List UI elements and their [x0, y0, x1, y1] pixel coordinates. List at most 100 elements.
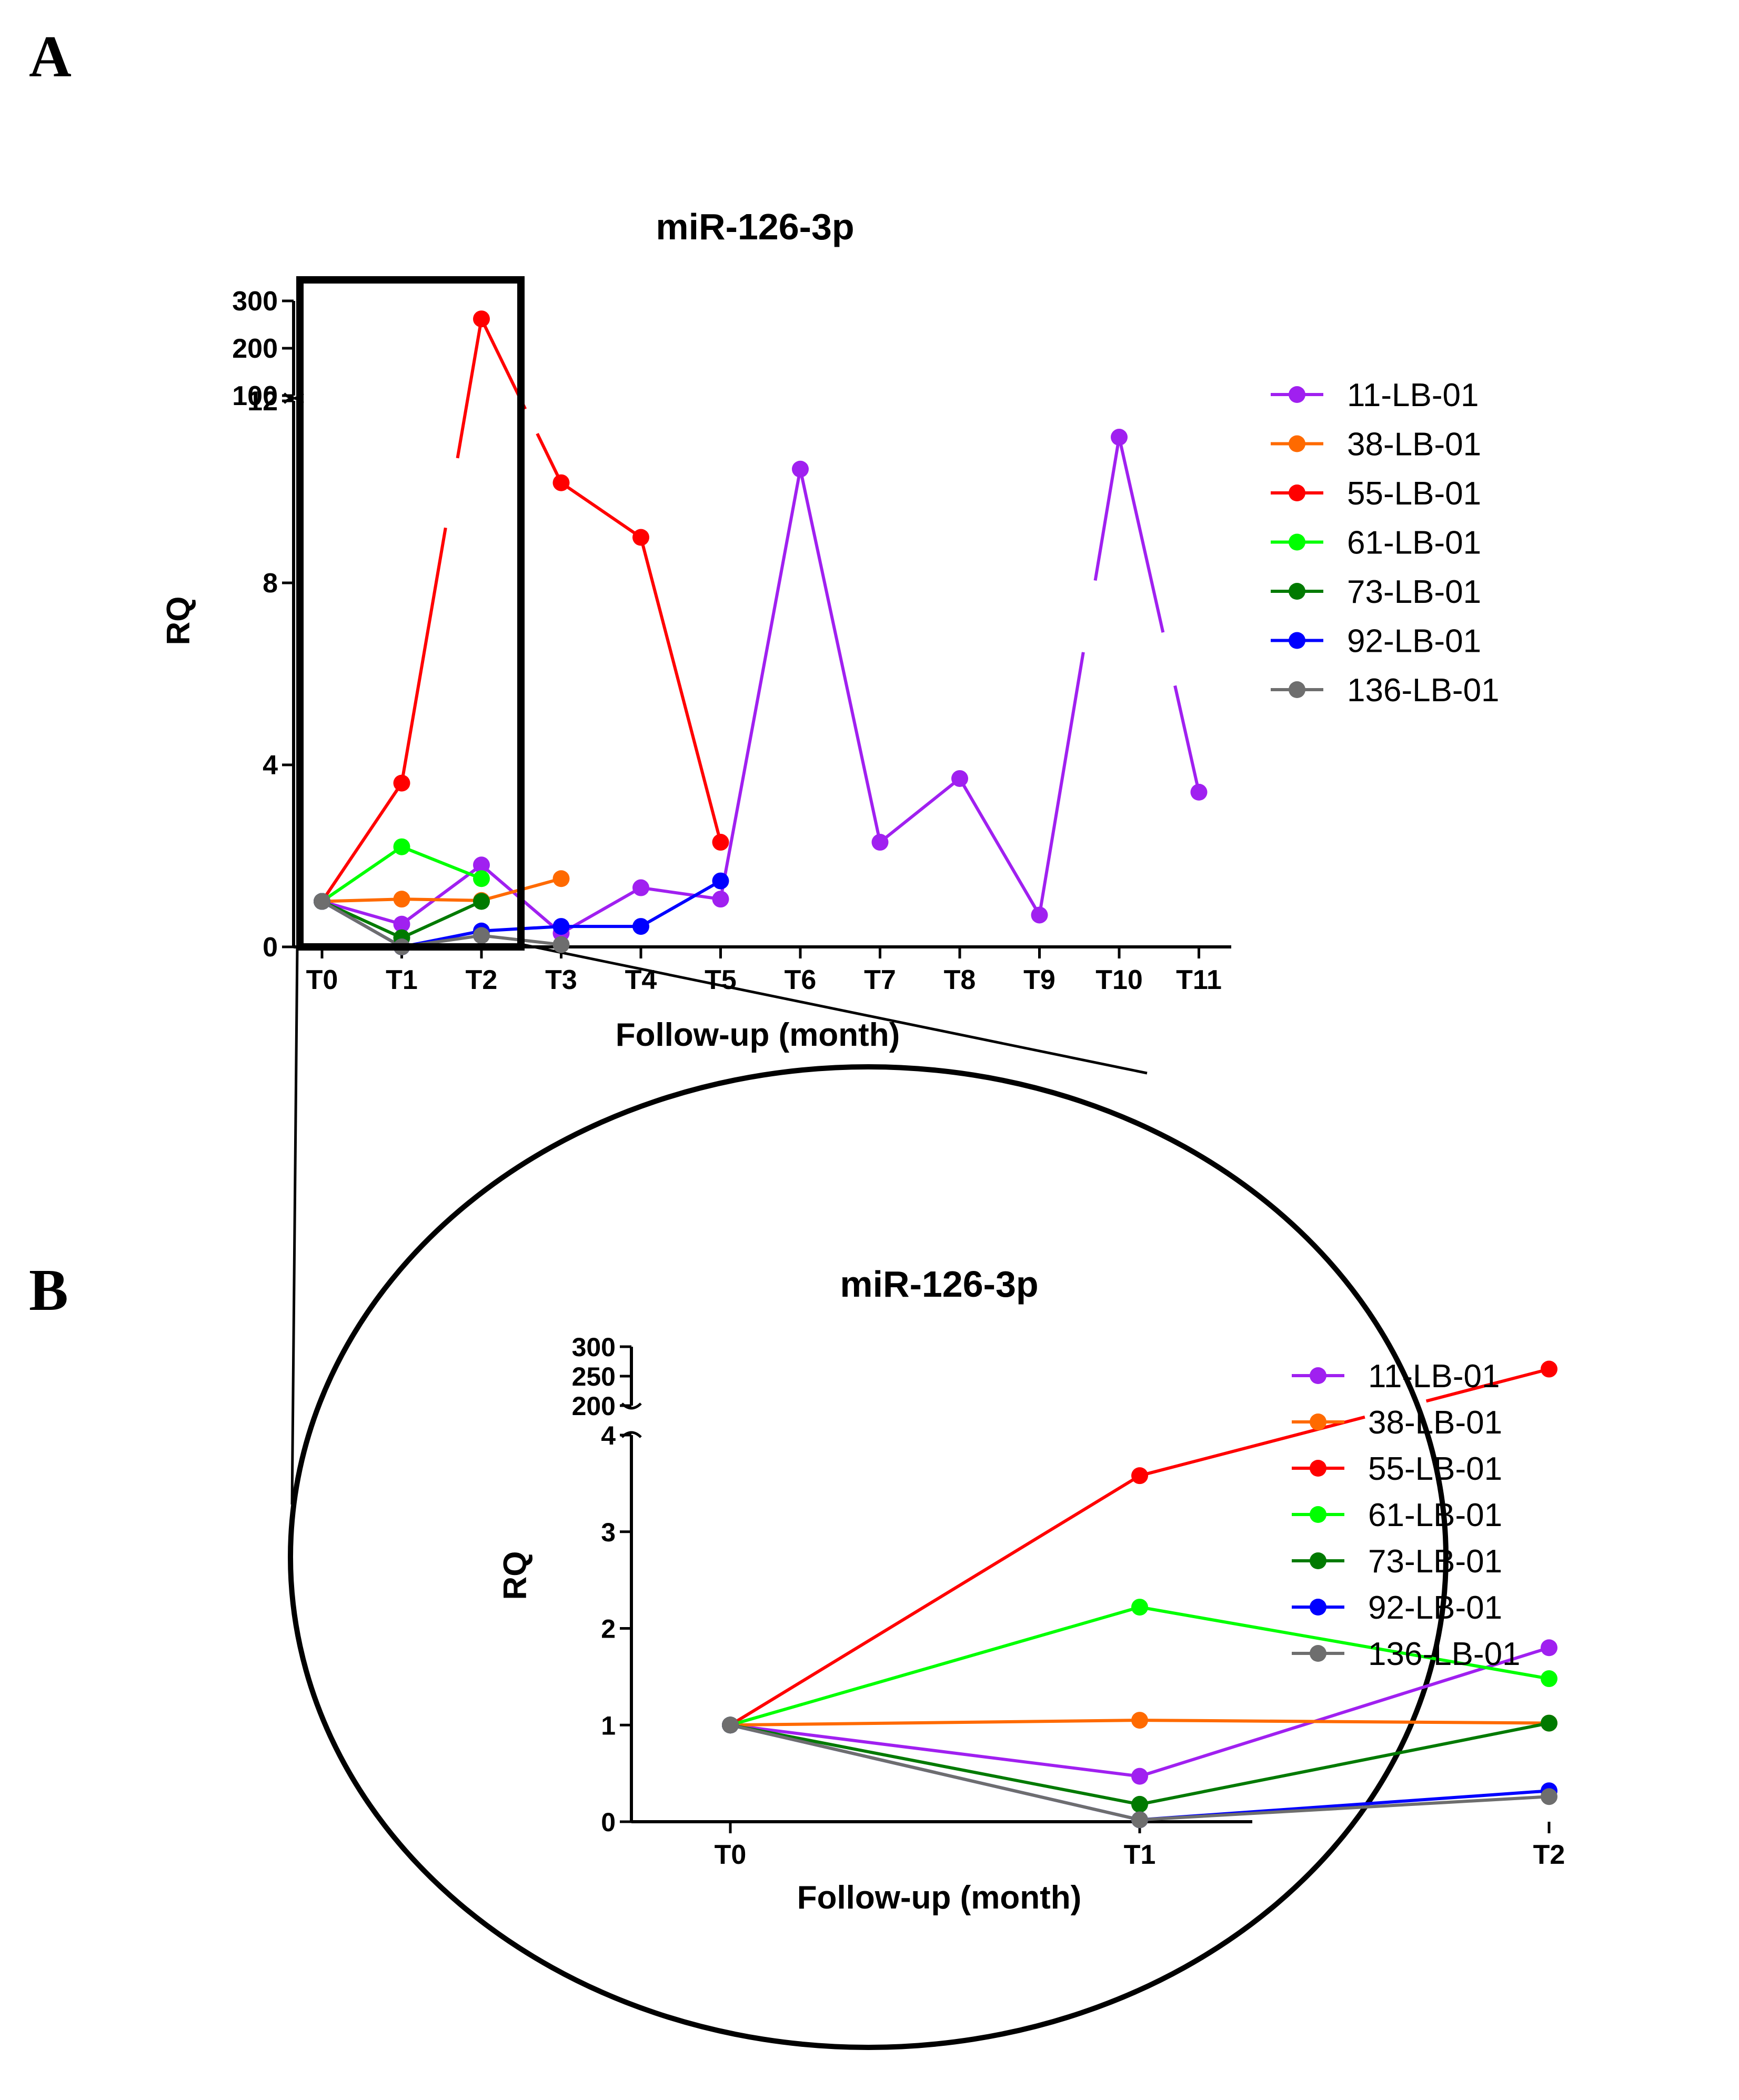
chart-a-line-11-lb-01-7	[879, 777, 961, 844]
chart-a-ytick-label-4: 4	[263, 750, 278, 781]
chart-b-line-136-lb-01-1	[1139, 1795, 1550, 1822]
chart-a-point-55-lb-01-t1	[393, 774, 410, 792]
chart-a-point-11-lb-01-t4	[632, 879, 649, 896]
chart-a-x-axis-label: Follow-up (month)	[616, 1017, 900, 1053]
chart-b-xtick-label-t1: T1	[1124, 1840, 1156, 1870]
chart-a-legend-marker-73-lb-01	[1289, 583, 1305, 600]
chart-b-legend-label-38-lb-01: 38-LB-01	[1368, 1405, 1502, 1441]
chart-a-point-61-lb-01-t1	[393, 838, 410, 855]
chart-a-title: miR-126-3p	[656, 206, 854, 247]
chart-a-point-136-lb-01-t2	[473, 927, 490, 944]
chart-b-legend-label-136-lb-01: 136-LB-01	[1368, 1636, 1521, 1672]
chart-b-ytick-label-4: 4	[601, 1421, 616, 1450]
chart-b-x-axis-label: Follow-up (month)	[797, 1880, 1082, 1916]
chart-a-xtick-label-t6: T6	[785, 965, 817, 995]
chart-b-point-11-lb-01-t1	[1131, 1768, 1148, 1785]
chart-b-ytick-label-250: 250	[572, 1362, 616, 1391]
chart-a-xtick-label-t10: T10	[1095, 965, 1143, 995]
chart-b-xtick-label-t0: T0	[715, 1840, 747, 1870]
chart-a-legend-label-92-lb-01: 92-LB-01	[1347, 623, 1481, 660]
chart-a-xtick-label-t0: T0	[306, 965, 338, 995]
chart-b-line-61-lb-01-0	[730, 1606, 1140, 1727]
chart-a-legend-marker-55-lb-01	[1289, 484, 1305, 501]
chart-b-point-61-lb-01-t2	[1541, 1670, 1557, 1688]
chart-a-point-73-lb-01-t2	[473, 893, 490, 910]
chart-b-legend-marker-55-lb-01	[1310, 1460, 1326, 1477]
chart-b-line-11-lb-01-1	[1139, 1646, 1550, 1778]
chart-b-point-55-lb-01-t2	[1541, 1360, 1557, 1378]
chart-a-line-11-lb-01-4	[640, 886, 721, 901]
chart-a-point-11-lb-01-t10	[1111, 429, 1128, 446]
chart-a-xtick-label-t5: T5	[705, 965, 737, 995]
chart-a-point-11-lb-01-t9	[1031, 906, 1048, 924]
chart-b-legend-marker-38-lb-01	[1310, 1414, 1326, 1430]
chart-a-xtick-label-t9: T9	[1023, 965, 1056, 995]
chart-a-xtick-label-t2: T2	[466, 965, 498, 995]
chart-b-ytick-label-1: 1	[601, 1711, 616, 1740]
chart-b-line-61-lb-01-1	[1139, 1606, 1550, 1681]
chart-a-line-11-lb-01-0	[321, 900, 403, 926]
zoom-region-box	[296, 276, 525, 951]
chart-a-line-38-lb-01-0	[321, 897, 402, 903]
chart-a-xtick-label-t1: T1	[386, 965, 418, 995]
chart-a-xtick-label-t3: T3	[545, 965, 577, 995]
chart-a-point-55-lb-01-t4	[632, 529, 649, 546]
chart-a-ytick-label-8: 8	[263, 568, 278, 599]
zoom-connector-left	[290, 946, 299, 1505]
chart-a-line-55-lb-01-2b	[536, 432, 563, 484]
chart-a-xtick-label-t11: T11	[1176, 965, 1222, 995]
chart-a-point-38-lb-01-t1	[393, 891, 410, 908]
chart-a-legend-label-38-lb-01: 38-LB-01	[1347, 427, 1481, 463]
chart-b-ytick-label-3: 3	[601, 1518, 616, 1547]
chart-a-point-92-lb-01-t5	[712, 872, 729, 890]
chart-a-line-11-lb-01-8	[958, 778, 1041, 916]
chart-a-line-55-lb-01-1b	[456, 318, 483, 459]
chart-a-line-11-lb-01-10a	[1118, 437, 1165, 633]
chart-b-point-38-lb-01-t1	[1131, 1712, 1148, 1729]
chart-b-ytick-label-200: 200	[572, 1391, 616, 1421]
chart-b-legend-marker-92-lb-01	[1310, 1599, 1326, 1616]
chart-a-xtick-label-t7: T7	[864, 965, 896, 995]
chart-a-y-axis-label: RQ	[160, 597, 197, 645]
chart-a-point-11-lb-01-t2	[473, 856, 490, 874]
chart-a-point-55-lb-01-t3	[552, 474, 570, 491]
chart-a-legend-marker-38-lb-01	[1289, 435, 1305, 452]
chart-a-point-136-lb-01-t0	[314, 893, 330, 910]
chart-a-point-38-lb-01-t3	[552, 870, 570, 887]
chart-b-point-55-lb-01-t1	[1131, 1467, 1148, 1485]
chart-a-legend-label-11-lb-01: 11-LB-01	[1347, 377, 1479, 413]
chart-b-point-136-lb-01-t2	[1541, 1788, 1557, 1805]
chart-b-point-73-lb-01-t2	[1541, 1714, 1557, 1732]
chart-b-line-73-lb-01-0	[730, 1723, 1140, 1806]
chart-b-line-11-lb-01-0	[730, 1723, 1140, 1778]
chart-a-line-11-lb-01-9a	[1038, 652, 1085, 915]
chart-b-line-73-lb-01-1	[1139, 1721, 1550, 1806]
chart-b-ytick-label-2: 2	[601, 1614, 616, 1644]
chart-b-legend-label-73-lb-01: 73-LB-01	[1368, 1543, 1502, 1580]
chart-a-legend-marker-92-lb-01	[1289, 632, 1305, 649]
chart-a-line-38-lb-01-1	[401, 897, 482, 902]
chart-b-point-61-lb-01-t1	[1131, 1599, 1148, 1616]
chart-a-point-11-lb-01-t8	[951, 770, 968, 787]
chart-a-line-55-lb-01-3	[560, 481, 642, 539]
chart-a-point-11-lb-01-t7	[871, 834, 889, 851]
chart-b-legend-label-55-lb-01: 55-LB-01	[1368, 1451, 1502, 1487]
chart-a-legend-marker-61-lb-01	[1289, 533, 1305, 551]
chart-a-line-11-lb-01-9b	[1093, 437, 1121, 581]
chart-b-ytick-label-0: 0	[601, 1808, 616, 1837]
chart-b-legend-marker-61-lb-01	[1310, 1506, 1326, 1523]
chart-a-line-55-lb-01-4	[639, 537, 722, 843]
chart-a-line-61-lb-01-0	[321, 845, 403, 903]
chart-a-line-55-lb-01-1a	[400, 527, 447, 784]
chart-b-ytick-label-300: 300	[572, 1332, 616, 1362]
chart-a-legend-label-73-lb-01: 73-LB-01	[1347, 574, 1481, 610]
chart-b-line-38-lb-01-0	[730, 1719, 1140, 1727]
chart-b-line-55-lb-01-1a	[1139, 1415, 1365, 1478]
chart-a-point-61-lb-01-t2	[473, 870, 490, 887]
chart-b-legend-marker-136-lb-01	[1310, 1645, 1326, 1662]
chart-b-point-136-lb-01-t1	[1131, 1811, 1148, 1829]
chart-a-line-11-lb-01-5	[719, 469, 802, 900]
chart-a-line-11-lb-01-6	[799, 469, 882, 843]
